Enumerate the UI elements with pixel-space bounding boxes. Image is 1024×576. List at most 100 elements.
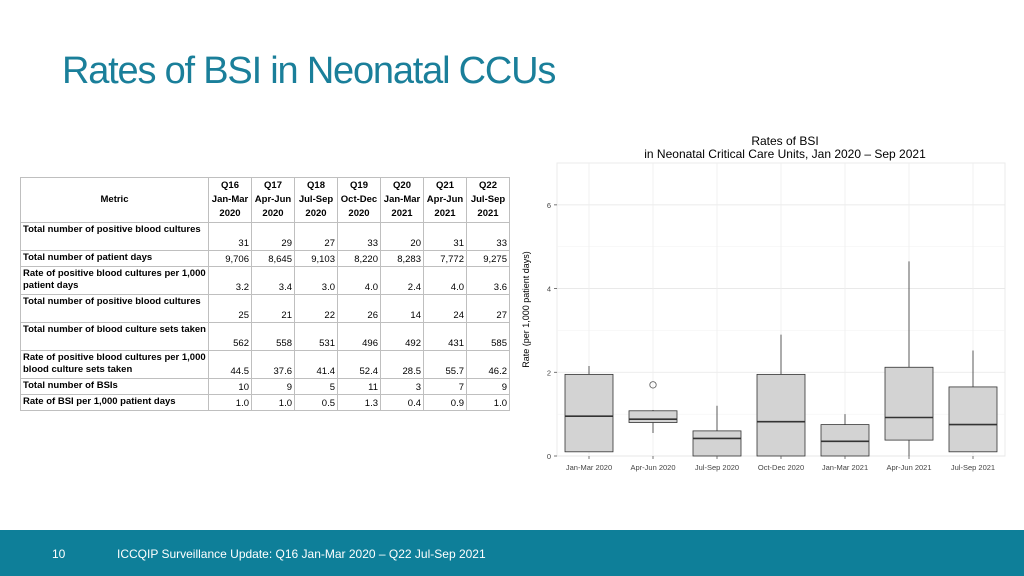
- table-row: Rate of positive blood cultures per 1,00…: [20, 350, 510, 379]
- metric-name-cell: Rate of positive blood cultures per 1,00…: [20, 350, 209, 379]
- boxplot-chart: Rates of BSI in Neonatal Critical Care Un…: [515, 128, 1010, 478]
- footer-bar: 10 ICCQIP Surveillance Update: Q16 Jan-M…: [0, 530, 1024, 576]
- value-cell: 1.0: [466, 394, 510, 411]
- table-row: Total number of positive blood cultures 3…: [20, 222, 510, 251]
- x-tick-label: Jan-Mar 2021: [822, 463, 868, 472]
- table-row: Total number of BSIs 10 9 5 11 3 7 9: [20, 378, 510, 395]
- x-tick-label: Jul-Sep 2020: [695, 463, 739, 472]
- value-cell: 29: [251, 222, 295, 251]
- value-cell: 7,772: [423, 250, 467, 267]
- value-cell: 24: [423, 294, 467, 323]
- box: [948, 386, 998, 453]
- value-cell: 31: [208, 222, 252, 251]
- value-cell: 4.0: [423, 266, 467, 295]
- y-tick-label: 4: [547, 285, 551, 294]
- value-cell: 0.9: [423, 394, 467, 411]
- quarter-header: Q17 Apr-Jun 2020: [251, 177, 295, 223]
- box: [820, 424, 870, 457]
- outlier-point: [649, 381, 657, 389]
- value-cell: 33: [337, 222, 381, 251]
- chart-title: Rates of BSI: [751, 134, 818, 148]
- value-cell: 9: [251, 378, 295, 395]
- value-cell: 0.4: [380, 394, 424, 411]
- page-number: 10: [52, 547, 66, 561]
- value-cell: 14: [380, 294, 424, 323]
- quarter-header: Q22 Jul-Sep 2021: [466, 177, 510, 223]
- value-cell: 9,275: [466, 250, 510, 267]
- box: [628, 410, 678, 423]
- value-cell: 10: [208, 378, 252, 395]
- table-row: Total number of blood culture sets taken…: [20, 322, 510, 351]
- y-tick-label: 6: [547, 201, 551, 210]
- value-cell: 8,220: [337, 250, 381, 267]
- metric-name-cell: Total number of positive blood cultures: [20, 294, 209, 323]
- metric-name-cell: Total number of blood culture sets taken: [20, 322, 209, 351]
- value-cell: 22: [294, 294, 338, 323]
- value-cell: 4.0: [337, 266, 381, 295]
- value-cell: 5: [294, 378, 338, 395]
- value-cell: 496: [337, 322, 381, 351]
- value-cell: 27: [294, 222, 338, 251]
- box: [564, 373, 614, 453]
- box: [756, 373, 806, 457]
- value-cell: 27: [466, 294, 510, 323]
- table-row: Rate of BSI per 1,000 patient days 1.0 1.0…: [20, 394, 510, 411]
- value-cell: 41.4: [294, 350, 338, 379]
- y-tick-label: 2: [547, 368, 551, 377]
- footer-text: ICCQIP Surveillance Update: Q16 Jan-Mar …: [117, 547, 486, 561]
- value-cell: 28.5: [380, 350, 424, 379]
- value-cell: 21: [251, 294, 295, 323]
- value-cell: 55.7: [423, 350, 467, 379]
- value-cell: 7: [423, 378, 467, 395]
- value-cell: 9,706: [208, 250, 252, 267]
- table-header-row: Metric Q16 Jan-Mar 2020 Q17 Apr-Jun 2020 Q18…: [20, 177, 510, 223]
- value-cell: 33: [466, 222, 510, 251]
- value-cell: 492: [380, 322, 424, 351]
- value-cell: 9: [466, 378, 510, 395]
- value-cell: 558: [251, 322, 295, 351]
- value-cell: 1.3: [337, 394, 381, 411]
- value-cell: 20: [380, 222, 424, 251]
- metric-name-cell: Total number of BSIs: [20, 378, 209, 395]
- value-cell: 37.6: [251, 350, 295, 379]
- value-cell: 3: [380, 378, 424, 395]
- value-cell: 0.5: [294, 394, 338, 411]
- quarter-header: Q19 Oct-Dec 2020: [337, 177, 381, 223]
- value-cell: 3.6: [466, 266, 510, 295]
- x-tick-label: Apr-Jun 2021: [886, 463, 931, 472]
- x-tick-label: Jan-Mar 2020: [566, 463, 612, 472]
- value-cell: 8,645: [251, 250, 295, 267]
- metric-name-cell: Rate of positive blood cultures per 1,00…: [20, 266, 209, 295]
- value-cell: 1.0: [251, 394, 295, 411]
- value-cell: 1.0: [208, 394, 252, 411]
- value-cell: 11: [337, 378, 381, 395]
- value-cell: 3.0: [294, 266, 338, 295]
- quarter-header: Q21 Apr-Jun 2021: [423, 177, 467, 223]
- table-row: Total number of patient days 9,706 8,645 9,…: [20, 250, 510, 267]
- quarter-header: Q20 Jan-Mar 2021: [380, 177, 424, 223]
- y-tick-label: 0: [547, 452, 551, 461]
- x-tick-label: Oct-Dec 2020: [758, 463, 804, 472]
- value-cell: 3.2: [208, 266, 252, 295]
- value-cell: 562: [208, 322, 252, 351]
- value-cell: 431: [423, 322, 467, 351]
- value-cell: 26: [337, 294, 381, 323]
- box: [884, 366, 934, 441]
- metric-header: Metric: [20, 177, 209, 223]
- box: [692, 430, 742, 457]
- value-cell: 9,103: [294, 250, 338, 267]
- x-tick-label: Jul-Sep 2021: [951, 463, 995, 472]
- value-cell: 3.4: [251, 266, 295, 295]
- x-tick-label: Apr-Jun 2020: [630, 463, 675, 472]
- chart-subtitle: in Neonatal Critical Care Units, Jan 202…: [644, 147, 926, 161]
- quarter-header: Q16 Jan-Mar 2020: [208, 177, 252, 223]
- value-cell: 52.4: [337, 350, 381, 379]
- slide-title: Rates of BSI in Neonatal CCUs: [62, 50, 556, 92]
- value-cell: 585: [466, 322, 510, 351]
- y-axis-label: Rate (per 1,000 patient days): [521, 251, 531, 368]
- quarter-header: Q18 Jul-Sep 2020: [294, 177, 338, 223]
- value-cell: 31: [423, 222, 467, 251]
- metric-name-cell: Total number of positive blood cultures: [20, 222, 209, 251]
- table-row: Total number of positive blood cultures 2…: [20, 294, 510, 323]
